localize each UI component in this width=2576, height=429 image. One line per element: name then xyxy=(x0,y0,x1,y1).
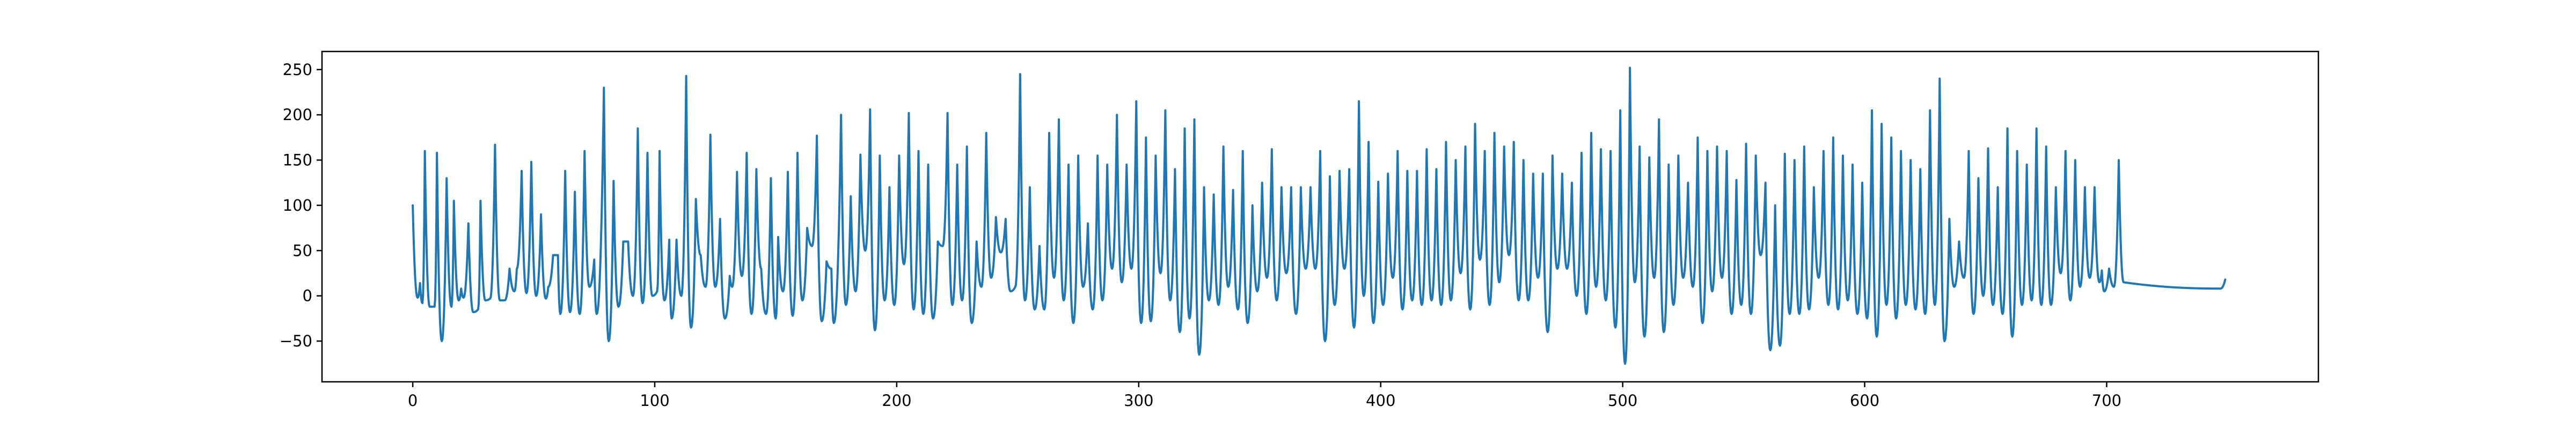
x-tick-label: 600 xyxy=(1850,391,1879,410)
y-tick-label: 200 xyxy=(283,106,312,124)
x-tick-label: 700 xyxy=(2092,391,2121,410)
y-tick-label: 100 xyxy=(283,196,312,214)
x-axis: 0 100 200 300 400 500 600 700 xyxy=(408,382,2121,410)
y-tick-label: 50 xyxy=(292,241,312,260)
plot-frame xyxy=(321,50,2319,383)
y-axis: −50 0 50 100 150 200 250 xyxy=(280,61,322,350)
series-group xyxy=(412,66,2227,365)
y-tick-label: 250 xyxy=(283,61,312,79)
y-tick-label: 0 xyxy=(303,287,312,305)
y-tick-label: −50 xyxy=(280,332,312,350)
x-tick-label: 400 xyxy=(1366,391,1395,410)
x-tick-label: 300 xyxy=(1124,391,1153,410)
x-tick-label: 500 xyxy=(1608,391,1637,410)
series-line-0 xyxy=(412,66,2227,365)
x-tick-label: 0 xyxy=(408,391,418,410)
x-tick-label: 100 xyxy=(640,391,669,410)
y-tick-label: 150 xyxy=(283,151,312,169)
x-tick-label: 200 xyxy=(882,391,911,410)
